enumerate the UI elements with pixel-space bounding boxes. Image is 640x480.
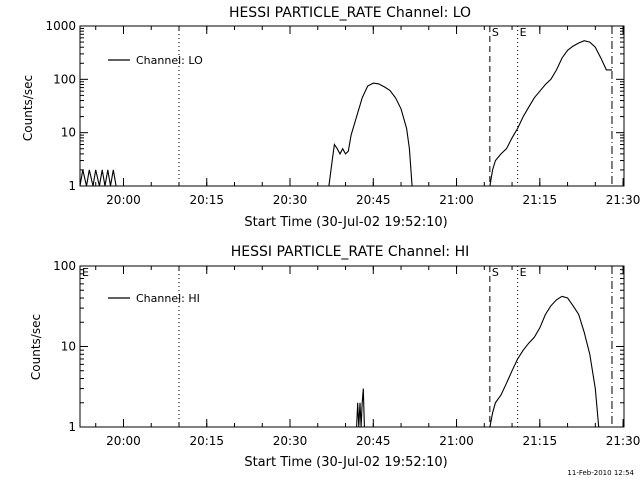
y-tick-label-lo: 10 <box>61 126 76 140</box>
legend-label-lo: Channel: LO <box>136 54 203 67</box>
y-tick-label-hi: 1 <box>68 420 76 434</box>
legend-label-hi: Channel: HI <box>136 292 200 305</box>
x-tick-label-hi: 20:15 <box>189 434 224 448</box>
x-tick-label-lo: 21:00 <box>439 193 474 207</box>
plot-frame-hi: 20:00 20:15 20:30 20:45 21:00 21:15 21:30 1 10 10… <box>53 259 640 448</box>
chart-title-lo: HESSI PARTICLE_RATE Channel: LO <box>229 5 471 21</box>
x-tick-label-hi: 21:30 <box>606 434 640 448</box>
event-marker-label-lo: E <box>520 26 527 39</box>
x-tick-label-hi: 20:45 <box>356 434 391 448</box>
event-marker-label-hi: S <box>492 266 499 279</box>
x-axis-label-lo: Start Time (30-Jul-02 19:52:10) <box>244 215 447 230</box>
x-tick-label-hi: 20:00 <box>106 434 141 448</box>
x-tick-label-lo: 20:30 <box>273 193 308 207</box>
chart-panel-hi: HESSI PARTICLE_RATE Channel: HI Counts/s… <box>29 244 640 470</box>
x-tick-label-lo: 20:15 <box>189 193 224 207</box>
corner-mark-left-hi: E <box>82 266 89 279</box>
plot-frame-lo: 20:00 20:15 20:30 20:45 21:00 21:15 21:30 1 10 10… <box>45 19 640 207</box>
series-line-hi <box>356 388 365 428</box>
x-tick-label-lo: 21:15 <box>523 193 558 207</box>
y-axis-label-hi: Counts/sec <box>29 314 43 380</box>
y-tick-label-lo: 100 <box>53 72 76 86</box>
event-marker-label-hi: E <box>520 266 527 279</box>
series-line-hi <box>489 295 600 428</box>
x-tick-label-lo: 20:45 <box>356 193 391 207</box>
chart-title-hi: HESSI PARTICLE_RATE Channel: HI <box>231 244 469 260</box>
x-tick-label-hi: 21:15 <box>523 434 558 448</box>
chart-panel-lo: HESSI PARTICLE_RATE Channel: LO Counts/s… <box>21 5 640 230</box>
y-tick-label-hi: 100 <box>53 259 76 273</box>
plot-frame-lo <box>79 25 625 187</box>
y-axis-label-lo: Counts/sec <box>21 75 35 141</box>
series-line-lo <box>489 40 612 187</box>
series-line-lo <box>328 82 413 187</box>
x-tick-label-lo: 21:30 <box>606 193 640 207</box>
y-tick-label-lo: 1000 <box>45 19 76 33</box>
footer-timestamp: 11-Feb-2010 12:54 <box>567 469 634 477</box>
series-line-lo <box>79 169 117 187</box>
event-marker-label-lo: S <box>492 26 499 39</box>
x-axis-label-hi: Start Time (30-Jul-02 19:52:10) <box>244 455 447 470</box>
x-tick-label-hi: 21:00 <box>439 434 474 448</box>
x-tick-label-lo: 20:00 <box>106 193 141 207</box>
y-tick-label-lo: 1 <box>68 179 76 193</box>
y-tick-label-hi: 10 <box>61 340 76 354</box>
x-tick-label-hi: 20:30 <box>273 434 308 448</box>
